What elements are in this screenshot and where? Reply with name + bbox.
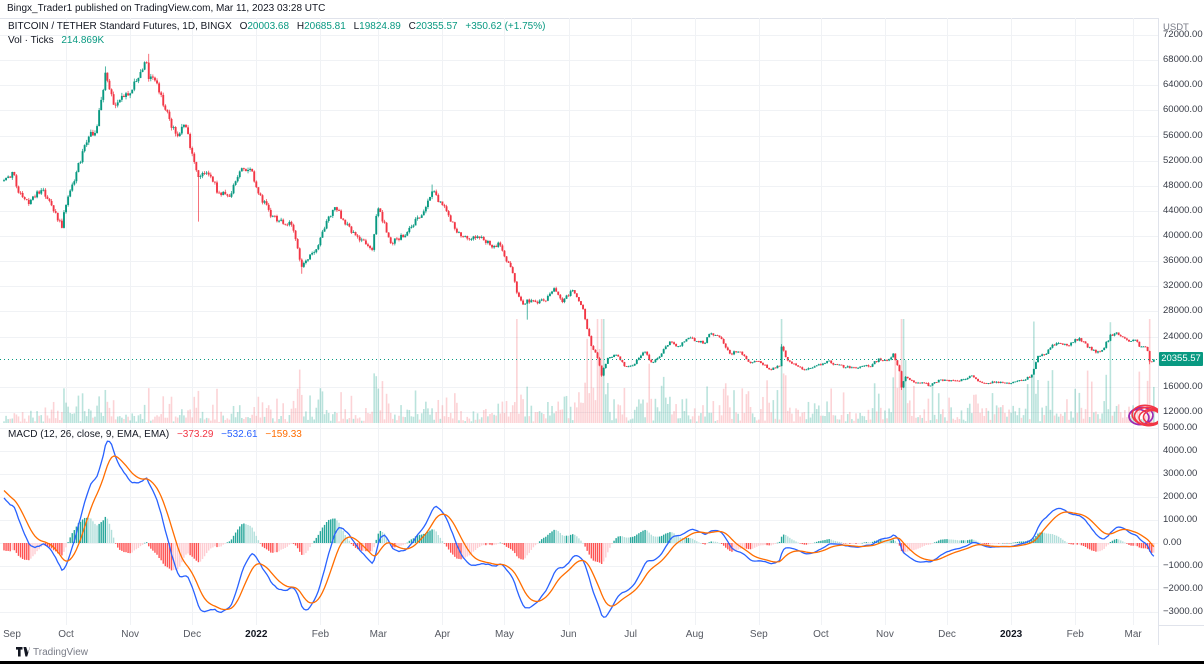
- ohlc-close: C20355.57: [408, 21, 458, 32]
- tradingview-logo-icon[interactable]: [16, 647, 30, 658]
- price-tick: 56000.00: [1163, 129, 1203, 141]
- macd-title[interactable]: MACD: [8, 429, 38, 440]
- macd-tick: 4000.00: [1163, 445, 1198, 456]
- time-axis[interactable]: Sep Oct Nov Dec 2022 Feb Mar Apr May Jun Jul Aug Sep…: [0, 625, 1158, 645]
- ohlc-open: O20003.68: [239, 21, 290, 32]
- macd-tick: 0.00: [1163, 537, 1182, 548]
- time-axis-label: Jul: [624, 629, 637, 640]
- price-tick: 48000.00: [1163, 179, 1203, 191]
- macd-signal-value: −159.33: [265, 429, 302, 440]
- footer-brand[interactable]: TradingView: [33, 647, 89, 658]
- time-axis-label: Apr: [434, 629, 451, 640]
- time-axis-label: Mar: [369, 629, 387, 640]
- time-axis-label: May: [495, 629, 514, 640]
- macd-tick: −2000.00: [1163, 583, 1203, 594]
- time-axis-label: Feb: [1066, 629, 1084, 640]
- time-axis-label: Jun: [560, 629, 577, 640]
- price-tick: 72000.00: [1163, 29, 1203, 40]
- price-tick: 24000.00: [1163, 330, 1203, 342]
- volume-label[interactable]: Vol · Ticks: [8, 35, 54, 46]
- macd-params: (12, 26, close, 9, EMA, EMA): [40, 429, 170, 440]
- ohlc-low: L19824.89: [353, 21, 401, 32]
- price-tick: 64000.00: [1163, 79, 1203, 91]
- price-tick: 44000.00: [1163, 204, 1203, 216]
- time-axis-label: Mar: [1124, 629, 1142, 640]
- axis-currency-label: USDT: [1163, 22, 1189, 33]
- price-tick: 36000.00: [1163, 255, 1203, 267]
- price-tick: 52000.00: [1163, 154, 1203, 166]
- macd-tick: 3000.00: [1163, 468, 1198, 479]
- bottom-black-bar: [0, 661, 1204, 664]
- price-tick: 32000.00: [1163, 280, 1203, 292]
- time-axis-label: 2023: [999, 629, 1023, 640]
- macd-tick: 5000.00: [1163, 422, 1198, 433]
- macd-tick: −3000.00: [1163, 606, 1203, 617]
- macd-line-value: −532.61: [221, 429, 258, 440]
- footer-bar: TradingView: [0, 645, 1204, 661]
- price-tick: 28000.00: [1163, 305, 1203, 317]
- symbol-title[interactable]: BITCOIN / TETHER Standard Futures, 1D, B…: [8, 21, 232, 32]
- price-tick: 40000.00: [1163, 230, 1203, 242]
- macd-hist-value: −373.29: [176, 429, 214, 440]
- time-axis-label: Nov: [876, 629, 894, 640]
- price-axis[interactable]: USDT 20355.57 72000.00 68000.00 64000.00 60…: [1158, 18, 1204, 625]
- price-tick: 60000.00: [1163, 104, 1203, 116]
- time-axis-label: Sep: [749, 629, 768, 640]
- symbol-legend: BITCOIN / TETHER Standard Futures, 1D, B…: [8, 21, 545, 32]
- macd-tick: −1000.00: [1163, 560, 1203, 571]
- macd-tick: 1000.00: [1163, 514, 1198, 525]
- time-axis-label: Dec: [938, 629, 956, 640]
- macd-legend: MACD (12, 26, close, 9, EMA, EMA) −373.2…: [8, 429, 302, 440]
- price-tick: 68000.00: [1163, 54, 1203, 66]
- time-axis-label: Dec: [183, 629, 202, 640]
- ohlc-high: H20685.81: [296, 21, 346, 32]
- change-value: +350.62 (+1.75%): [465, 21, 546, 32]
- volume-value: 214.869K: [61, 35, 105, 46]
- time-axis-label: Feb: [311, 629, 330, 640]
- time-axis-label: Sep: [3, 629, 21, 640]
- time-axis-label: 2022: [245, 629, 268, 640]
- last-price-badge: 20355.57: [1159, 352, 1203, 367]
- time-axis-label: Nov: [121, 629, 140, 640]
- volume-legend: Vol · Ticks 214.869K: [8, 35, 104, 46]
- price-tick: 16000.00: [1163, 380, 1203, 392]
- time-axis-label: Aug: [685, 629, 704, 640]
- price-tick: 12000.00: [1163, 405, 1203, 417]
- time-axis-label: Oct: [813, 629, 829, 640]
- time-axis-label: Oct: [58, 629, 74, 640]
- axis-separator: [1158, 18, 1159, 645]
- macd-tick: 2000.00: [1163, 491, 1198, 502]
